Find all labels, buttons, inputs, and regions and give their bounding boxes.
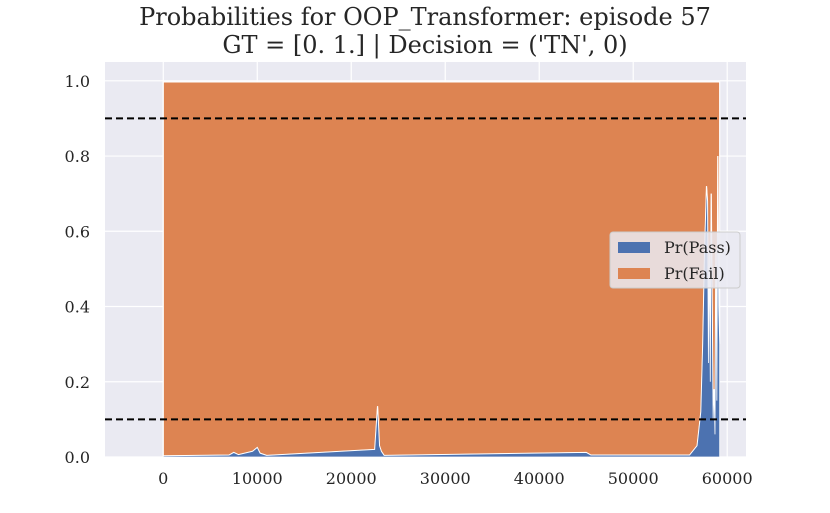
y-tick-labels: 0.0 0.2 0.4 0.6 0.8 1.0 — [65, 72, 90, 467]
x-tick-label: 50000 — [608, 469, 659, 488]
y-tick-label: 0.8 — [65, 147, 90, 166]
chart-title: Probabilities for OOP_Transformer: episo… — [139, 3, 711, 31]
x-tick-labels: 0 10000 20000 30000 40000 50000 60000 — [158, 469, 752, 488]
chart-subtitle: GT = [0. 1.] | Decision = ('TN', 0) — [222, 31, 627, 60]
threshold-lines — [105, 117, 746, 421]
y-tick-label: 1.0 — [65, 72, 90, 91]
legend-label-fail: Pr(Fail) — [664, 264, 725, 283]
x-tick-label: 0 — [158, 469, 168, 488]
x-tick-label: 10000 — [232, 469, 283, 488]
x-tick-label: 40000 — [514, 469, 565, 488]
y-tick-label: 0.4 — [65, 298, 90, 317]
legend-swatch-fail — [618, 268, 650, 279]
legend-swatch-pass — [618, 242, 650, 253]
y-tick-label: 0.0 — [65, 448, 90, 467]
x-tick-label: 20000 — [326, 469, 377, 488]
legend-label-pass: Pr(Pass) — [664, 238, 731, 257]
y-tick-label: 0.2 — [65, 373, 90, 392]
legend: Pr(Pass) Pr(Fail) — [609, 231, 741, 289]
y-tick-label: 0.6 — [65, 222, 90, 241]
x-tick-label: 60000 — [702, 469, 753, 488]
x-tick-label: 30000 — [420, 469, 471, 488]
